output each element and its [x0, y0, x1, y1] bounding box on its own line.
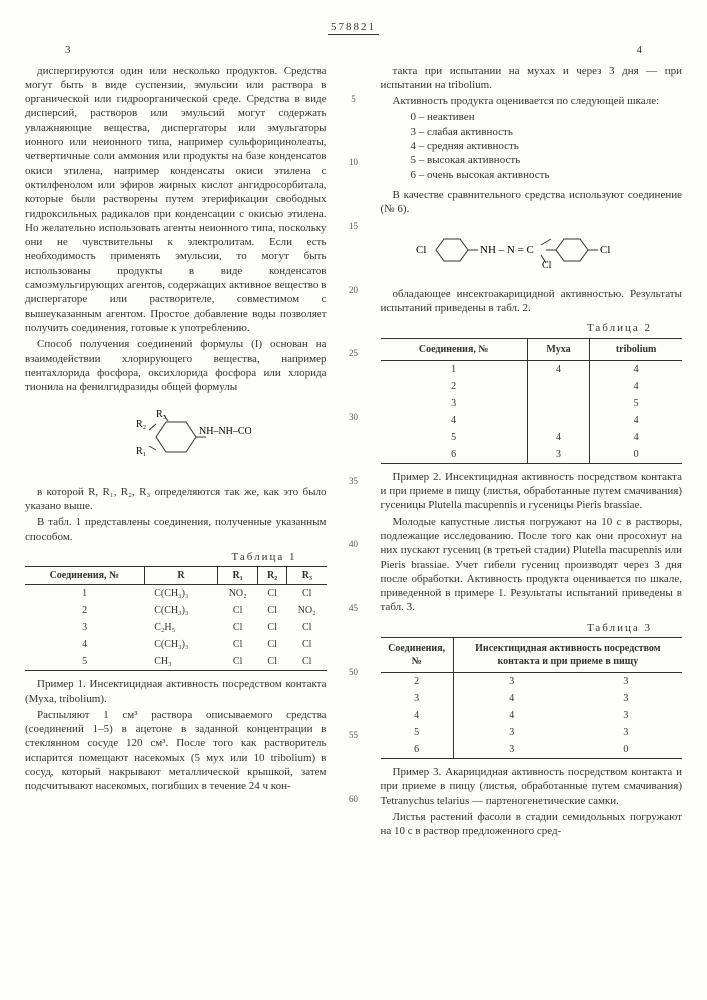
th: tribolium [590, 338, 682, 360]
page-header: 578821 [25, 20, 682, 35]
para: диспергируются один или несколько продук… [25, 64, 327, 336]
line-marker: 45 [347, 603, 361, 615]
table-row: 1C(CH₃)₃NO₂ClCl [25, 585, 327, 603]
two-column-layout: диспергируются один или несколько продук… [25, 64, 682, 841]
page-right: 4 [637, 43, 643, 57]
line-marker: 20 [347, 285, 361, 297]
svg-text:Cl: Cl [600, 244, 610, 256]
scale-item: 6 – очень высокая активность [411, 168, 683, 182]
table-row: 44 [381, 412, 683, 429]
table-row: 343 [381, 690, 683, 707]
para: Распыляют 1 см³ раствора описываемого ср… [25, 708, 327, 794]
para: обладающее инсектоакарицидной активность… [381, 287, 683, 316]
para: Пример 1. Инсектицидная активность посре… [25, 677, 327, 706]
th: Соединения, № [381, 338, 528, 360]
line-marker: 25 [347, 348, 361, 360]
table-row: 35 [381, 395, 683, 412]
para: такта при испытании на мухах и через 3 д… [381, 64, 683, 93]
line-marker: 30 [347, 412, 361, 424]
page-left: 3 [65, 43, 71, 57]
para: Активность продукта оценивается по следу… [381, 94, 683, 108]
svg-text:Cl: Cl [542, 260, 552, 271]
table-row: 4C(CH₃)₃ClClCl [25, 636, 327, 653]
table1-title: Таблица 1 [25, 550, 327, 564]
scale-item: 3 – слабая активность [411, 125, 683, 139]
table2-title: Таблица 2 [381, 321, 683, 335]
th: Инсектицидная активность посредством кон… [453, 638, 682, 673]
svg-text:R₃: R₃ [156, 409, 166, 420]
para: Способ получения соединений формулы (I) … [25, 337, 327, 394]
line-marker: 35 [347, 476, 361, 488]
table-row: 3C₂H₅ClClCl [25, 619, 327, 636]
scale-item: 4 – средняя активность [411, 139, 683, 153]
table-row: 630 [381, 446, 683, 464]
line-marker: 15 [347, 221, 361, 233]
left-column: диспергируются один или несколько продук… [25, 64, 327, 841]
line-marker: 50 [347, 667, 361, 679]
table-row: 2C(CH₃)₃ClClNO₂ [25, 602, 327, 619]
table3-title: Таблица 3 [381, 621, 683, 635]
line-number-gutter: 5 10 15 20 25 30 35 40 45 50 55 60 [347, 64, 361, 841]
line-marker: 60 [347, 794, 361, 806]
svg-text:Cl: Cl [416, 244, 426, 256]
patent-number: 578821 [328, 20, 379, 35]
para: В табл. 1 представлены соединения, получ… [25, 515, 327, 544]
right-column: такта при испытании на мухах и через 3 д… [381, 64, 683, 841]
svg-text:R₂: R₂ [136, 419, 146, 430]
formula-1: R₂ R₃ R₁ NH–NH–CO–R [25, 402, 327, 476]
table-row: 443 [381, 707, 683, 724]
line-marker: 40 [347, 539, 361, 551]
page-numbers: 3 4 [25, 43, 682, 57]
line-marker: 10 [347, 157, 361, 169]
para: Молодые капустные листья погружают на 10… [381, 515, 683, 615]
th: Соединения, № [25, 567, 144, 585]
th: R₁ [218, 567, 258, 585]
activity-scale-list: 0 – неактивен3 – слабая активность4 – ср… [381, 110, 683, 181]
svg-text:NH – N = C: NH – N = C [480, 244, 534, 256]
table-row: 5CH₃ClClCl [25, 653, 327, 671]
table-row: 533 [381, 724, 683, 741]
scale-item: 0 – неактивен [411, 110, 683, 124]
scale-item: 5 – высокая активность [411, 153, 683, 167]
table-2: Соединения, № Муха tribolium 14424354454… [381, 338, 683, 464]
table-row: 24 [381, 378, 683, 395]
table-row: 630 [381, 741, 683, 759]
svg-text:NH–NH–CO–R: NH–NH–CO–R [199, 426, 251, 437]
para: в которой R, R₁, R₂, R₃ определяются так… [25, 485, 327, 514]
th: R₂ [257, 567, 286, 585]
table-row: 144 [381, 360, 683, 378]
para: В качестве сравнительного средства испол… [381, 188, 683, 217]
line-marker: 5 [347, 94, 361, 106]
para: Пример 3. Акарицидная активность посредс… [381, 765, 683, 808]
para: Листья растений фасоли в стадии семидоль… [381, 810, 683, 839]
para: Пример 2. Инсектицидная активность посре… [381, 470, 683, 513]
table-row: 544 [381, 429, 683, 446]
th: Соединения, № [381, 638, 454, 673]
table-3: Соединения, № Инсектицидная активность п… [381, 637, 683, 759]
th: R [144, 567, 218, 585]
formula-2: Cl NH – N = C Cl Cl [381, 225, 683, 279]
line-marker: 55 [347, 730, 361, 742]
svg-text:R₁: R₁ [136, 446, 146, 457]
th: Муха [527, 338, 589, 360]
table-1: Соединения, № R R₁ R₂ R₃ 1C(CH₃)₃NO₂ClCl… [25, 566, 327, 671]
th: R₃ [287, 567, 327, 585]
table-row: 233 [381, 673, 683, 691]
